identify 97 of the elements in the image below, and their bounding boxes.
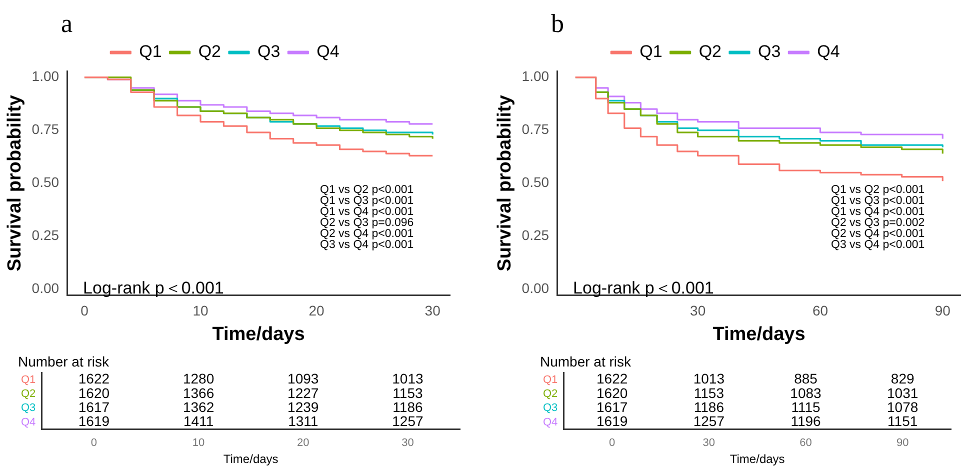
- data-label: 1311: [288, 413, 318, 430]
- x-axis-title: Time/days: [223, 452, 278, 466]
- annotation: Q1 vs Q2 p<0.001: [320, 184, 414, 196]
- data-label: 1620: [596, 384, 628, 401]
- x-tick-label: 90: [934, 302, 951, 319]
- data-label: 1239: [288, 399, 319, 416]
- x-tick-label: 10: [192, 437, 205, 450]
- annotation: Q1 vs Q4 p<0.001: [831, 206, 925, 218]
- data-label: 1031: [887, 384, 918, 401]
- annotation: Q2 vs Q4 p<0.001: [831, 228, 925, 240]
- data-label: 1078: [887, 399, 918, 416]
- x-tick-label: 60: [812, 302, 828, 319]
- x-tick-label: 30: [424, 302, 441, 319]
- y-tick-label: Q3: [20, 402, 36, 414]
- legend-label: Q3: [758, 42, 781, 62]
- data-label: 1115: [791, 399, 820, 416]
- data-label: 1013: [693, 370, 725, 387]
- y-tick-label: 0.00: [522, 280, 550, 296]
- data-label: 1227: [288, 384, 319, 401]
- data-label: 1617: [596, 399, 628, 416]
- x-tick-label: 0: [609, 437, 616, 450]
- x-tick-label: 20: [308, 302, 325, 319]
- data-label: 1186: [694, 399, 724, 416]
- y-tick-label: Q1: [542, 374, 558, 386]
- data-label: 1093: [288, 370, 319, 387]
- x-axis-title: Time/days: [730, 452, 785, 466]
- annotation: Q2 vs Q3 p=0.096: [320, 217, 414, 229]
- data-label: 885: [794, 370, 818, 387]
- data-label: 1617: [78, 399, 110, 416]
- annotation: Log-rank p＜0.001: [83, 278, 224, 298]
- annotation: Q3 vs Q4 p<0.001: [831, 239, 925, 251]
- y-axis-title: Survival probability: [494, 94, 516, 272]
- data-label: 1151: [888, 413, 918, 430]
- legend-label: Q4: [817, 42, 840, 62]
- legend-label: Q2: [698, 42, 722, 62]
- legend-label: Q1: [640, 42, 662, 62]
- annotation: Q1 vs Q3 p<0.001: [831, 195, 925, 207]
- y-tick-label: Q3: [542, 402, 558, 414]
- legend-label: Q2: [198, 42, 222, 62]
- y-tick-label: 1.00: [522, 68, 550, 84]
- x-tick-label: 90: [896, 437, 909, 450]
- x-tick-label: 60: [800, 437, 812, 450]
- annotation: Q3 vs Q4 p<0.001: [320, 239, 414, 251]
- x-tick-label: 30: [402, 437, 414, 450]
- data-label: 1619: [78, 413, 110, 430]
- data-label: 1196: [790, 413, 822, 430]
- x-axis-title: Time/days: [712, 324, 806, 345]
- data-label: 1257: [693, 413, 725, 430]
- data-label: 1153: [694, 384, 724, 401]
- annotation: Q2 vs Q4 p<0.001: [320, 228, 414, 240]
- y-tick-label: 0.75: [522, 121, 550, 138]
- legend-label: Q4: [316, 42, 340, 62]
- data-label: 1013: [392, 370, 424, 387]
- data-label: 1622: [78, 370, 110, 387]
- annotation: Q1 vs Q3 p<0.001: [320, 195, 414, 207]
- y-tick-label: Q4: [20, 416, 36, 428]
- x-tick-label: 30: [702, 437, 716, 450]
- x-tick-label: 0: [80, 302, 89, 319]
- x-tick-label: 30: [690, 302, 706, 319]
- data-label: 1411: [183, 413, 214, 430]
- y-tick-label: 0.75: [32, 121, 60, 138]
- annotation: Q1 vs Q2 p<0.001: [831, 184, 925, 196]
- chart-title: b: [551, 9, 564, 38]
- data-label: 1619: [596, 413, 628, 430]
- data-label: 1280: [182, 370, 214, 387]
- data-label: 1186: [392, 399, 423, 416]
- data-label: 1362: [182, 399, 214, 416]
- y-tick-label: Q1: [20, 374, 36, 386]
- x-tick-label: 10: [192, 302, 208, 319]
- legend-label: Q1: [139, 42, 162, 62]
- data-label: 1366: [182, 384, 214, 401]
- y-tick-label: Q2: [542, 388, 558, 400]
- x-axis-title: Time/days: [212, 324, 305, 345]
- y-axis-title: Survival probability: [4, 94, 26, 272]
- y-tick-label: 1.00: [32, 68, 60, 84]
- x-tick-label: 0: [90, 437, 98, 450]
- y-tick-label: 0.25: [32, 226, 60, 243]
- legend-label: Q3: [258, 42, 280, 62]
- y-tick-label: 0.50: [32, 174, 60, 190]
- chart-title: Number at risk: [18, 353, 110, 370]
- annotation: Q1 vs Q4 p<0.001: [320, 206, 414, 218]
- chart-title: Number at risk: [540, 353, 632, 370]
- data-label: 1083: [790, 384, 822, 401]
- data-label: 1620: [78, 384, 110, 401]
- data-label: 1153: [392, 384, 423, 401]
- chart-title: a: [61, 9, 74, 38]
- y-tick-label: 0.50: [522, 174, 550, 190]
- annotation: Log-rank p＜0.001: [573, 278, 714, 298]
- x-tick-label: 20: [297, 437, 310, 450]
- y-tick-label: 0.25: [522, 226, 550, 243]
- y-tick-label: 0.00: [32, 280, 60, 296]
- y-tick-label: Q4: [542, 416, 558, 428]
- y-tick-label: Q2: [20, 388, 36, 400]
- data-label: 1257: [392, 413, 424, 430]
- data-label: 1622: [596, 370, 628, 387]
- data-label: 829: [890, 370, 914, 387]
- annotation: Q2 vs Q3 p=0.002: [831, 217, 925, 229]
